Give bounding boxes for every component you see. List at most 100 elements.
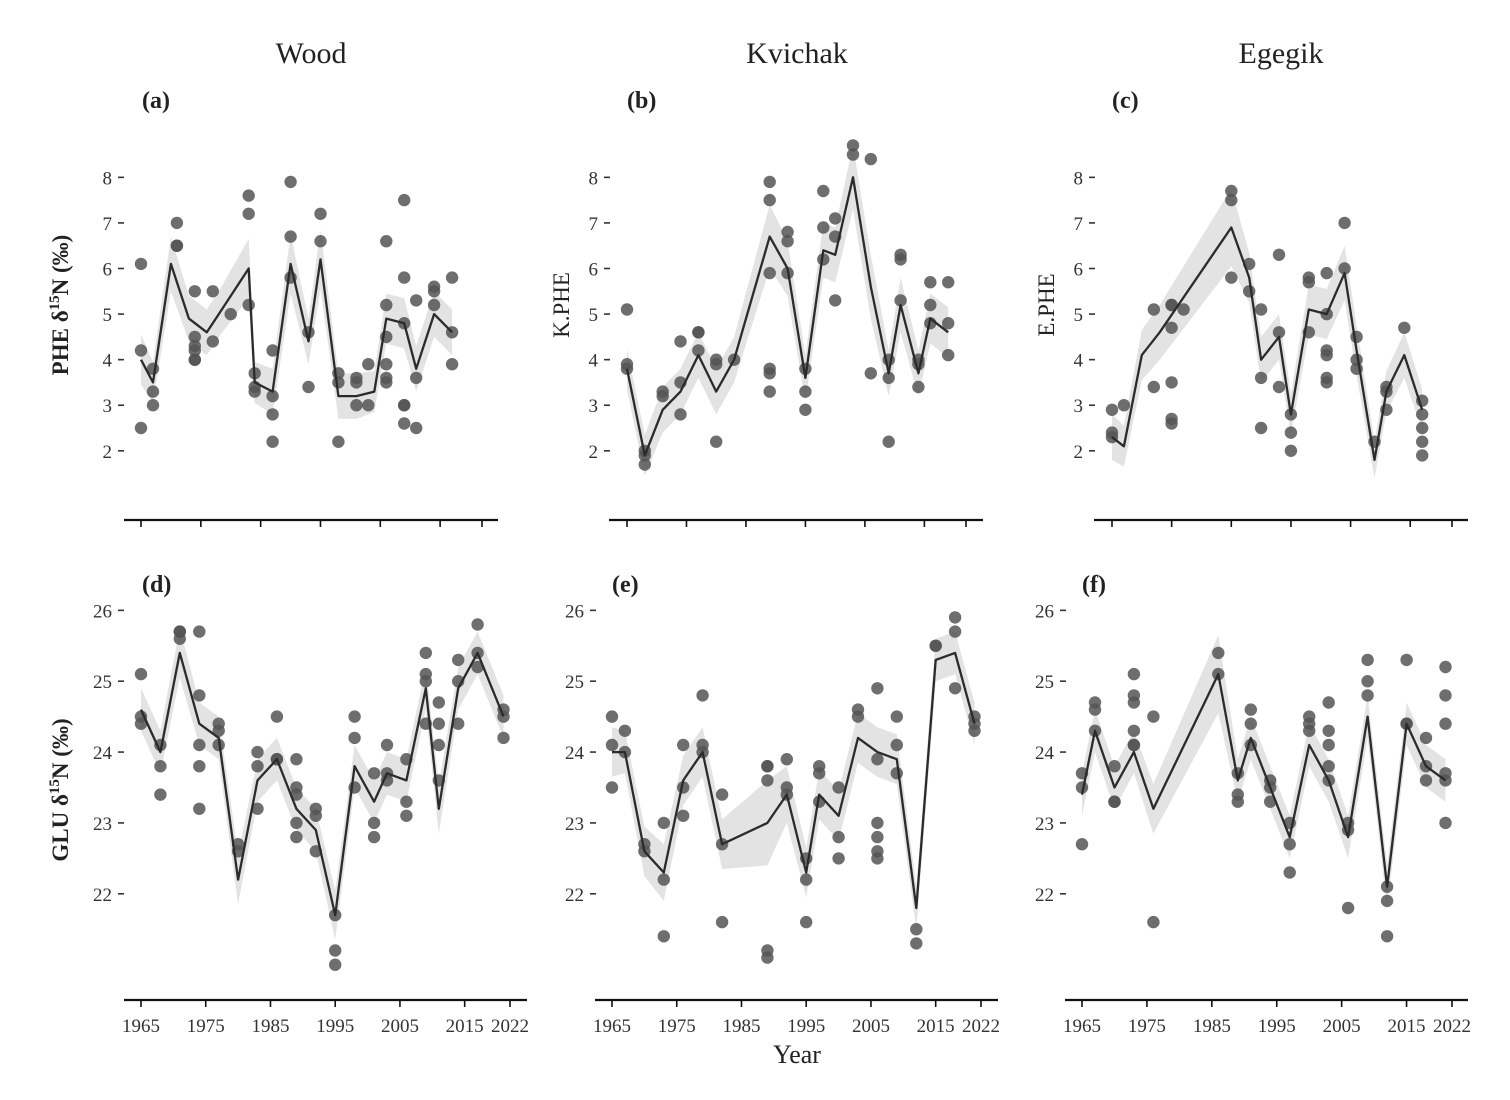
data-point [400, 795, 413, 808]
data-point [251, 760, 264, 773]
x-tick-label: 1985 [251, 1016, 289, 1037]
data-point [348, 710, 361, 723]
data-point [817, 184, 830, 198]
data-point [1320, 376, 1333, 389]
data-point [942, 348, 955, 362]
data-point [1283, 866, 1296, 879]
data-point [1254, 421, 1268, 435]
y-tick-label: 3 [103, 396, 113, 417]
y-tick-label: 5 [589, 305, 599, 326]
data-point [309, 809, 322, 822]
data-point [832, 852, 845, 865]
trend-line [139, 651, 505, 917]
data-point [715, 788, 729, 801]
data-point [471, 618, 484, 631]
data-point [1243, 285, 1256, 298]
y-tick-label: 2 [1074, 442, 1084, 463]
data-point [871, 753, 884, 766]
data-point [1272, 248, 1286, 261]
data-point [290, 816, 303, 830]
data-point [471, 660, 484, 674]
data-point [780, 753, 793, 766]
trend-line [625, 176, 949, 457]
data-point [134, 667, 148, 681]
panel-a: 2 3 4 5 6 7 8 (a) [103, 88, 498, 527]
x-tick-label: 1975 [658, 1016, 696, 1037]
confidence-band [627, 145, 949, 476]
x-tick-label: 2005 [1323, 1016, 1361, 1037]
data-point [605, 781, 619, 794]
data-point [674, 408, 687, 421]
data-point [212, 724, 225, 737]
data-point [1212, 646, 1225, 660]
data-point [452, 653, 465, 667]
data-point [1302, 276, 1316, 289]
data-point [799, 385, 812, 398]
y-axis-title-glu: GLU δ15N (‰) [47, 718, 73, 861]
data-point [193, 738, 206, 752]
x-tick-label: 1985 [722, 1016, 760, 1037]
x-tick-label: 2022 [491, 1016, 529, 1037]
y-tick-label: 4 [1074, 351, 1084, 372]
panel-label: (d) [142, 572, 171, 598]
column-title-egegik: Egegik [1239, 37, 1324, 70]
data-point [266, 344, 279, 357]
x-tick-label: 1965 [593, 1016, 631, 1037]
data-point [1350, 330, 1363, 344]
data-point [242, 189, 255, 202]
data-point [924, 298, 937, 312]
data-point [817, 221, 830, 234]
data-point [380, 298, 393, 312]
data-point [1127, 667, 1141, 681]
data-point [605, 738, 619, 752]
data-point [799, 403, 812, 416]
data-point [154, 788, 167, 801]
data-point [1400, 653, 1413, 667]
data-point [1127, 738, 1141, 752]
data-point [1322, 738, 1335, 752]
data-point [398, 417, 411, 430]
data-point [1127, 696, 1141, 709]
data-point [882, 371, 895, 385]
data-point [1165, 417, 1178, 430]
data-point [871, 830, 884, 844]
data-point [1322, 696, 1335, 709]
x-tick-label: 1985 [1193, 1016, 1231, 1037]
data-point [761, 760, 774, 773]
data-point [206, 285, 219, 298]
data-point [362, 358, 375, 371]
data-point [763, 385, 776, 398]
data-point [1127, 724, 1141, 737]
data-point [380, 774, 394, 787]
data-point [1283, 838, 1296, 851]
x-tick-label: 1965 [122, 1016, 160, 1037]
trend-line [1111, 226, 1424, 462]
data-point [1416, 435, 1429, 448]
data-point [846, 139, 860, 152]
data-point [1419, 731, 1433, 745]
y-axis-title-phe: PHE δ15N (‰) [47, 235, 73, 376]
data-point [832, 830, 845, 844]
data-point [605, 710, 619, 723]
data-point [696, 689, 709, 702]
data-point [427, 298, 441, 312]
data-point [864, 152, 877, 166]
panel-b: 2 3 4 5 6 7 8 (b) [589, 88, 983, 527]
confidence-band [1112, 188, 1423, 479]
data-point [188, 330, 201, 344]
data-point [871, 852, 884, 865]
data-point [761, 951, 774, 964]
data-point [910, 923, 923, 936]
data-point [692, 344, 705, 357]
data-point [829, 212, 842, 225]
y-tick-label: 7 [589, 214, 599, 235]
data-point [445, 271, 459, 284]
data-point [251, 745, 264, 759]
panel-d: 1965 1975 1985 1995 2005 2015 2022 22 23 24 25 26 (d… [93, 572, 529, 1037]
data-point [332, 376, 345, 389]
data-point [832, 781, 845, 794]
data-point [1272, 380, 1286, 394]
y-axis-title-k-phe: K.PHE [549, 272, 574, 338]
data-point [948, 625, 962, 638]
data-point [710, 358, 723, 371]
